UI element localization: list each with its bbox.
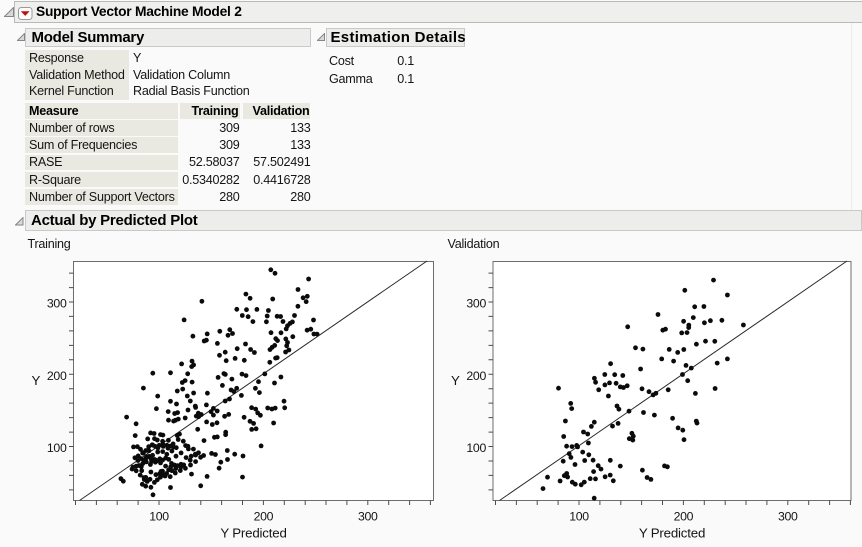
svg-text:100: 100: [149, 510, 169, 524]
svg-text:200: 200: [674, 510, 694, 524]
svg-text:100: 100: [466, 441, 486, 455]
svg-text:Y: Y: [451, 373, 460, 388]
svg-text:200: 200: [466, 369, 486, 383]
svg-text:Y Predicted: Y Predicted: [220, 526, 286, 541]
svg-text:300: 300: [778, 510, 798, 524]
svg-text:200: 200: [47, 369, 67, 383]
svg-text:100: 100: [47, 441, 67, 455]
svg-text:300: 300: [47, 297, 67, 311]
svg-text:200: 200: [254, 510, 274, 524]
svg-text:300: 300: [358, 510, 378, 524]
svg-text:Y Predicted: Y Predicted: [639, 526, 705, 541]
svg-text:100: 100: [569, 510, 589, 524]
svg-text:300: 300: [466, 297, 486, 311]
svg-text:Y: Y: [32, 373, 41, 388]
